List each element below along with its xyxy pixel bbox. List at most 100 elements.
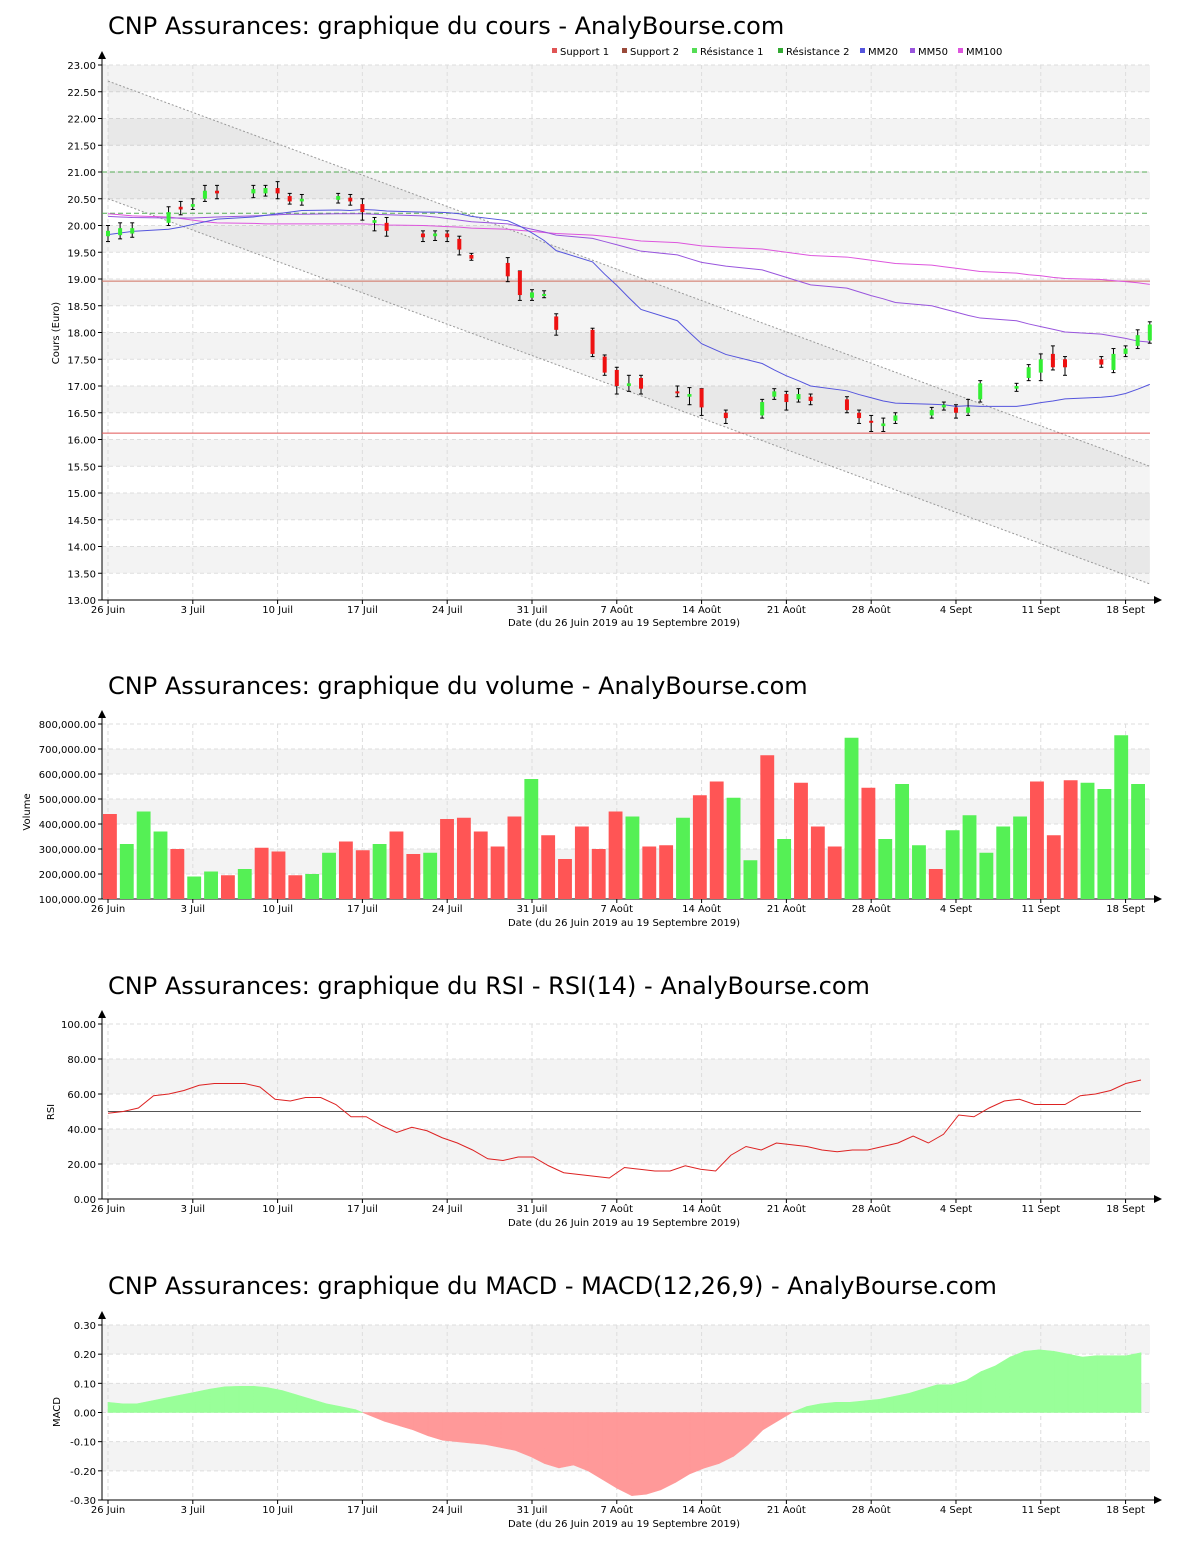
candle-up — [1026, 367, 1031, 378]
y-axis-arrow — [98, 51, 106, 59]
grid-band — [102, 118, 1150, 146]
price-y-tick-label: 22.00 — [67, 115, 96, 126]
candle-down — [287, 196, 292, 202]
volume-bar-up — [204, 871, 218, 899]
candle-up — [263, 188, 268, 194]
volume-bar-down — [709, 781, 724, 899]
rsi-x-tick-label: 10 Juil — [262, 1204, 293, 1215]
volume-bar-down — [473, 831, 488, 899]
volume-y-tick-label: 700,000.00 — [39, 745, 96, 756]
legend-entry: Résistance 1 — [700, 46, 763, 58]
volume-bar-down — [861, 787, 876, 899]
price-y-tick-label: 19.00 — [67, 275, 96, 286]
price-y-tick-label: 21.50 — [67, 141, 96, 152]
candle-up — [966, 407, 971, 413]
price-y-tick-label: 22.50 — [67, 88, 96, 99]
price-x-tick-label: 3 Juil — [181, 605, 205, 616]
volume-bar-up — [979, 852, 994, 899]
volume-x-tick-label: 14 Août — [682, 903, 721, 915]
rsi-chart-title: CNP Assurances: graphique du RSI - RSI(1… — [108, 972, 870, 1000]
candle-down — [639, 377, 644, 389]
volume-bar-down — [440, 819, 454, 899]
candle-up — [1014, 386, 1019, 389]
macd-y-tick-label: 0.10 — [74, 1379, 96, 1390]
grid-band — [102, 1059, 1150, 1094]
price-y-tick-label: 16.50 — [67, 409, 96, 420]
volume-bar-up — [136, 811, 151, 899]
trend-lower-line — [107, 198, 1150, 585]
trend-upper-line — [107, 80, 1150, 467]
x-axis-arrow — [1154, 596, 1162, 604]
macd-y-tick-label: -0.10 — [70, 1438, 96, 1449]
price-x-tick-label: 26 Juin — [91, 605, 125, 616]
candle-up — [251, 189, 256, 194]
volume-x-tick-label: 4 Sept — [940, 904, 972, 915]
price-chart-title: CNP Assurances: graphique du cours - Ana… — [108, 12, 784, 40]
candle-up — [1135, 335, 1140, 346]
legend-swatch — [910, 48, 915, 53]
price-y-tick-label: 18.50 — [67, 302, 96, 313]
grid-band — [102, 1325, 1150, 1355]
legend-swatch — [552, 48, 557, 53]
price-x-tick-label: 21 Août — [767, 604, 806, 616]
macd-chart: -0.30 -0.20 -0.10 0.00 0.10 0.20 0.30 26 Juin 3 … — [70, 1311, 1162, 1516]
price-x-tick-label: 11 Sept — [1021, 605, 1060, 616]
candle-down — [1099, 359, 1104, 365]
macd-y-tick-label: 0.00 — [74, 1409, 96, 1420]
price-y-tick-label: 16.00 — [67, 436, 96, 447]
price-y-tick-label: 13.00 — [67, 596, 96, 607]
volume-bar-up — [844, 737, 859, 899]
volume-y-tick-label: 400,000.00 — [39, 820, 96, 831]
macd-y-tick-label: -0.20 — [70, 1467, 96, 1478]
price-x-tick-label: 18 Sept — [1106, 605, 1145, 616]
rsi-x-axis-label: Date (du 26 Juin 2019 au 19 Septembre 20… — [508, 1218, 740, 1229]
legend-entry: MM50 — [918, 47, 948, 58]
candle-up — [941, 404, 946, 408]
price-x-tick-label: 10 Juil — [262, 605, 293, 616]
candle-up — [166, 212, 171, 223]
volume-bar-up — [322, 852, 336, 899]
volume-bar-down — [659, 845, 674, 899]
price-y-tick-label: 23.00 — [67, 61, 96, 72]
candle-up — [299, 198, 304, 202]
volume-x-tick-label: 11 Sept — [1021, 904, 1060, 915]
price-chart: 13.00 13.50 14.00 14.50 15.00 15.50 16.00 16.50… — [67, 51, 1162, 616]
candle-down — [469, 254, 474, 259]
candle-down — [457, 238, 462, 250]
volume-bar-down — [574, 826, 589, 899]
grid-band — [102, 1129, 1150, 1164]
volume-bar-down — [406, 854, 421, 899]
volume-y-tick-label: 500,000.00 — [39, 795, 96, 806]
price-x-tick-label: 17 Juil — [347, 605, 378, 616]
macd-x-tick-label: 14 Août — [682, 1504, 721, 1516]
macd-positive-area — [107, 1349, 1142, 1413]
price-x-tick-label: 7 Août — [600, 604, 633, 616]
legend-entry: Support 2 — [630, 47, 679, 58]
macd-x-tick-label: 7 Août — [600, 1504, 633, 1516]
candle-up — [1147, 324, 1152, 341]
volume-x-tick-label: 10 Juil — [262, 904, 293, 915]
volume-y-tick-label: 600,000.00 — [39, 770, 96, 781]
macd-y-tick-label: 0.20 — [74, 1350, 96, 1361]
rsi-x-tick-label: 31 Juil — [517, 1204, 548, 1215]
macd-x-tick-label: 21 Août — [767, 1504, 806, 1516]
volume-x-tick-label: 7 Août — [600, 903, 633, 915]
volume-bar-down — [254, 847, 269, 899]
rsi-y-axis-label: RSI — [46, 1104, 57, 1120]
volume-bar-down — [810, 826, 825, 899]
macd-x-tick-label: 18 Sept — [1106, 1505, 1145, 1516]
volume-bar-up — [1013, 816, 1028, 899]
price-y-tick-label: 14.50 — [67, 516, 96, 527]
macd-x-tick-label: 17 Juil — [347, 1505, 378, 1516]
candle-down — [275, 188, 280, 194]
volume-bar-down — [389, 831, 404, 899]
candle-down — [857, 412, 862, 419]
legend-swatch — [958, 48, 963, 53]
volume-bar-down — [1046, 835, 1061, 899]
rsi-x-tick-label: 24 Juil — [432, 1204, 463, 1215]
legend-swatch — [692, 48, 697, 53]
y-axis-arrow — [98, 1311, 106, 1319]
volume-x-tick-label: 18 Sept — [1106, 904, 1145, 915]
legend-swatch — [778, 48, 783, 53]
